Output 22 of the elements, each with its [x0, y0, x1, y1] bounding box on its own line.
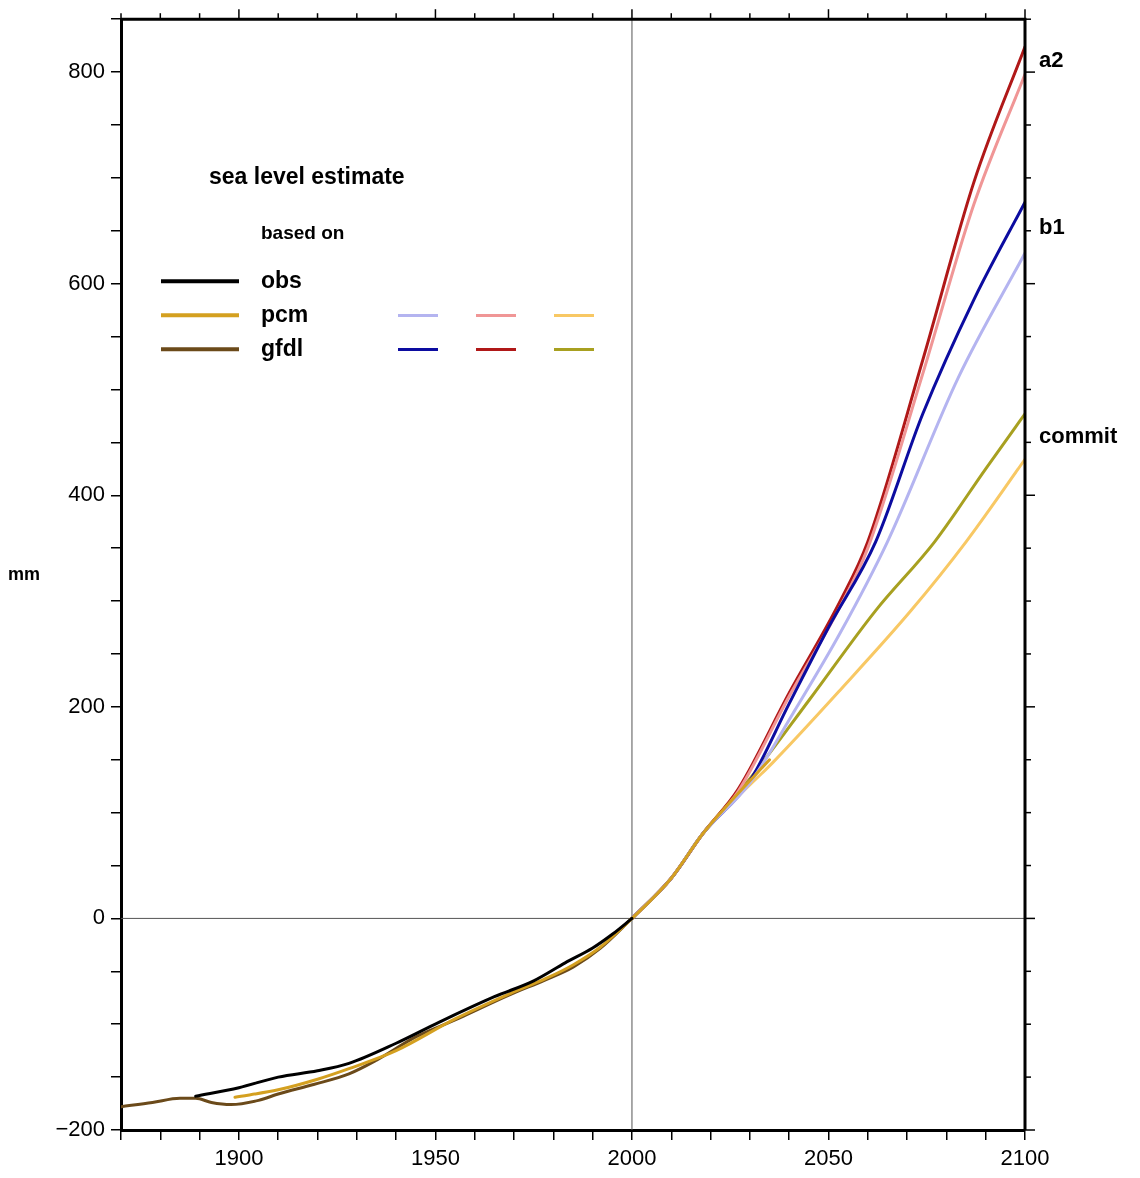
x-tick-label: 2050	[804, 1145, 853, 1171]
text: commit	[1039, 422, 1118, 448]
line-series	[194, 916, 634, 1098]
text: b1	[1039, 213, 1065, 239]
y-tick-label: 600	[68, 269, 105, 295]
legend-title: sea level estimate	[209, 162, 405, 189]
y-tick-label: 200	[68, 692, 105, 718]
x-tick-label: 2000	[607, 1145, 657, 1171]
y-tick-label: 0	[92, 904, 105, 930]
text: based on	[261, 222, 345, 244]
legend-label: obs	[261, 266, 302, 293]
text: a2	[1039, 46, 1064, 72]
legend-label: pcm	[261, 300, 309, 327]
line-series	[233, 758, 772, 1099]
legend-label: gfdl	[261, 334, 304, 361]
x-tick-label: 1900	[214, 1145, 264, 1171]
x-tick-label: 1950	[410, 1145, 460, 1171]
y-tick-label: 400	[68, 481, 105, 507]
x-tick-label: 2100	[1000, 1145, 1050, 1171]
y-tick-label: −200	[55, 1116, 105, 1142]
y-tick-label: 800	[68, 58, 105, 84]
y-axis-title: mm	[8, 563, 41, 584]
